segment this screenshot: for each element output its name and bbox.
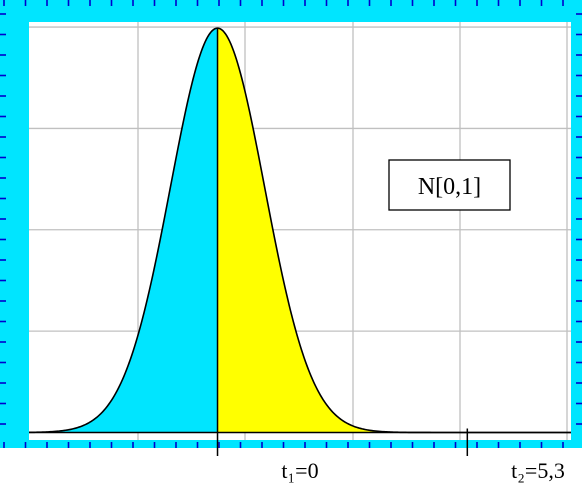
shaded-region-left <box>29 28 218 433</box>
t1-label: t₁=0 <box>281 458 318 483</box>
legend-box: N[0,1] <box>388 159 511 211</box>
legend-frame <box>388 159 511 211</box>
t2-label: t₂=5,3 <box>511 458 565 483</box>
density-curve <box>28 27 571 434</box>
shaded-region-right <box>217 28 402 433</box>
blue-ticks <box>0 0 582 448</box>
legend-label: N[0,1] <box>418 174 481 200</box>
grid-lines <box>29 22 571 440</box>
